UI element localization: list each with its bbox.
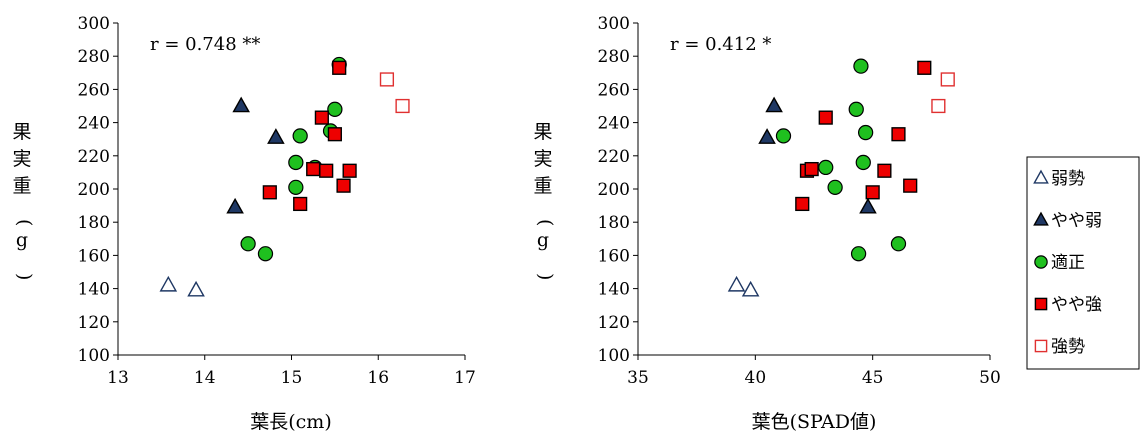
y-tick-label: 240 (598, 114, 630, 134)
data-point (187, 280, 205, 297)
legend-marker (1033, 211, 1049, 226)
y-tick-label: 140 (598, 280, 630, 300)
data-point (877, 163, 892, 178)
y-tick-label: 200 (78, 180, 110, 200)
legend-label: 強勢 (1051, 337, 1085, 357)
legend-label: 弱勢 (1051, 169, 1085, 189)
y-tick-label: 160 (78, 246, 110, 266)
data-point (257, 246, 274, 262)
data-point (395, 98, 410, 114)
y-tick-label: 220 (78, 147, 110, 167)
y-tick-label: 200 (598, 180, 630, 200)
data-point (226, 197, 244, 214)
y-tick-label: 240 (78, 114, 110, 134)
y-tick-label: 300 (78, 14, 110, 34)
x-tick-label: 15 (281, 368, 303, 388)
x-tick-label: 17 (454, 368, 476, 388)
data-point (240, 236, 256, 252)
data-point (853, 58, 869, 74)
data-point (917, 60, 932, 75)
x-tick-label: 40 (745, 368, 767, 388)
data-point (293, 196, 308, 212)
data-point (319, 163, 334, 178)
y-tick-label: 220 (598, 147, 630, 167)
x-tick-label: 13 (107, 368, 129, 388)
data-point (336, 178, 351, 193)
data-point (765, 96, 783, 113)
data-point (342, 163, 357, 178)
data-point (741, 280, 760, 297)
y-axis-title: 果実重(g) (533, 121, 556, 280)
data-point (804, 161, 819, 177)
data-point (865, 185, 880, 200)
data-point (775, 128, 792, 144)
data-point (288, 179, 304, 195)
data-point (848, 101, 864, 117)
data-point (267, 128, 285, 144)
data-point (262, 185, 277, 200)
legend-marker (1034, 255, 1048, 269)
correlation-annotation: r = 0.748 ** (150, 34, 260, 55)
data-point (855, 154, 871, 171)
data-point (727, 275, 746, 292)
correlation-annotation: r = 0.412 * (670, 34, 771, 55)
chart-leaf-length: 100 120 140 160 180 200 220 240 260 280 300 13 14 15 1… (12, 14, 475, 432)
data-point (288, 154, 304, 171)
legend-marker (1034, 339, 1048, 353)
legend-label: やや強 (1051, 295, 1102, 315)
data-point (859, 197, 877, 214)
x-tick-label: 14 (194, 368, 216, 388)
data-point (379, 72, 395, 87)
x-axis-title: 葉色(SPAD値) (752, 411, 877, 432)
legend-label: 適正 (1051, 253, 1085, 273)
y-tick-label: 100 (598, 346, 630, 366)
data-point (327, 101, 343, 117)
data-point (903, 178, 918, 193)
data-point (857, 124, 874, 141)
data-point (758, 128, 776, 144)
data-point (232, 96, 250, 113)
x-tick-label: 16 (367, 368, 389, 388)
data-point (159, 275, 178, 292)
legend-marker (1033, 169, 1049, 184)
y-axis-title: 果実重(g) (12, 121, 35, 280)
legend-label: やや弱 (1051, 211, 1102, 231)
data-point (327, 127, 342, 142)
data-point (292, 128, 308, 144)
data-point (314, 110, 329, 125)
data-point (827, 179, 843, 195)
data-point (306, 161, 321, 177)
data-point (332, 60, 347, 75)
y-tick-label: 180 (78, 213, 110, 233)
data-point (818, 159, 834, 176)
y-tick-label: 160 (598, 246, 630, 266)
y-tick-label: 260 (598, 80, 630, 100)
y-tick-label: 280 (598, 47, 630, 67)
x-tick-label: 50 (979, 368, 1001, 388)
legend-marker (1034, 297, 1048, 311)
y-tick-label: 120 (78, 313, 110, 333)
chart-spad: 100 120 140 160 180 200 220 240 260 280 300 35 40 45 5… (533, 14, 1000, 432)
data-point (940, 72, 955, 87)
x-tick-label: 35 (627, 368, 649, 388)
y-tick-label: 140 (78, 280, 110, 300)
data-point (891, 127, 906, 142)
y-tick-label: 280 (78, 47, 110, 67)
x-tick-label: 45 (862, 368, 884, 388)
data-point (931, 98, 946, 114)
y-tick-label: 300 (598, 14, 630, 34)
data-point (818, 110, 833, 125)
y-tick-label: 180 (598, 213, 630, 233)
data-point (890, 236, 907, 252)
y-tick-label: 100 (78, 346, 110, 366)
x-axis-title: 葉長(cm) (250, 411, 331, 432)
data-point (850, 246, 867, 262)
y-tick-label: 260 (78, 80, 110, 100)
data-point (795, 196, 810, 212)
y-tick-label: 120 (598, 313, 630, 333)
